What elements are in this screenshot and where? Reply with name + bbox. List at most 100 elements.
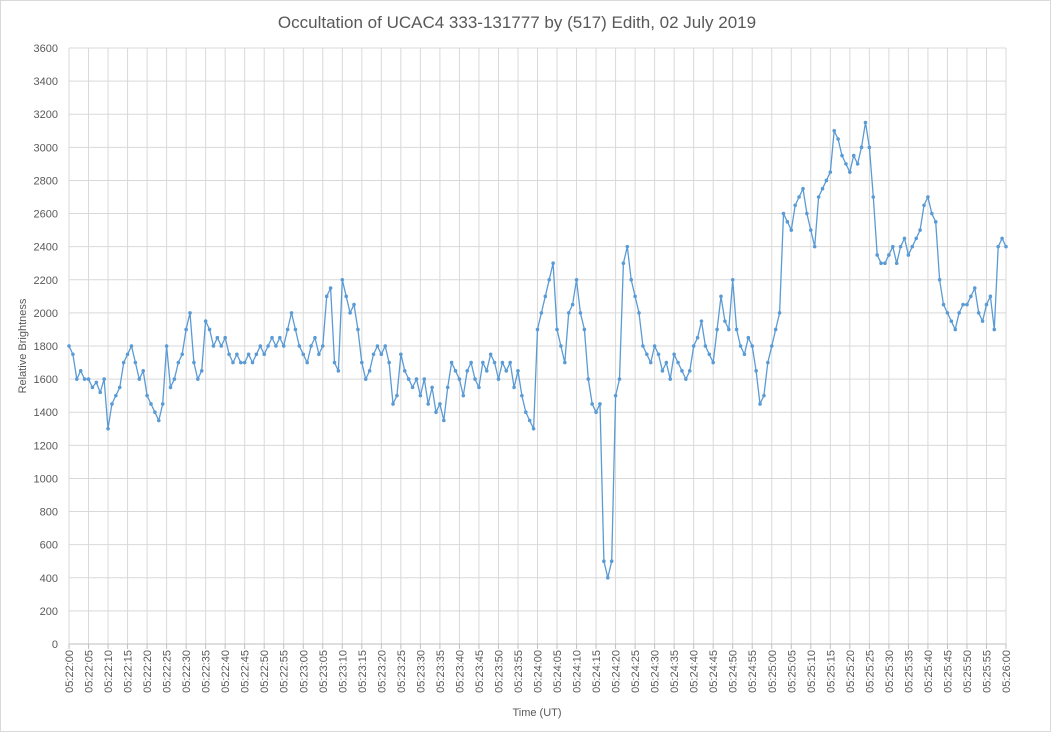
x-tick-label: 05:23:55	[513, 650, 525, 693]
data-point	[254, 352, 259, 357]
data-point	[184, 327, 188, 332]
x-tick-label: 05:24:35	[669, 650, 681, 693]
data-point	[605, 575, 610, 580]
data-point	[820, 186, 825, 191]
data-point	[871, 195, 876, 199]
x-tick-label: 05:25:50	[962, 650, 974, 693]
data-point	[399, 352, 403, 357]
data-point	[414, 377, 419, 381]
data-point	[621, 261, 626, 266]
data-point	[356, 327, 360, 332]
data-point	[828, 170, 833, 174]
data-point	[563, 360, 567, 365]
data-point	[379, 352, 384, 357]
x-tick-label: 05:23:10	[337, 650, 349, 693]
data-point	[129, 344, 134, 348]
data-point	[434, 410, 438, 415]
data-point	[82, 377, 87, 381]
data-point	[894, 261, 899, 266]
data-point	[110, 402, 114, 406]
data-point	[910, 244, 915, 249]
data-point	[832, 128, 837, 133]
y-tick-label: 3400	[34, 76, 58, 88]
data-point	[258, 344, 263, 348]
data-point	[629, 277, 633, 282]
data-point	[457, 377, 462, 381]
y-tick-label: 1200	[34, 440, 58, 452]
data-point	[484, 369, 489, 373]
data-point	[406, 377, 411, 381]
x-tick-label: 05:25:45	[942, 650, 954, 693]
y-tick-label: 2400	[34, 242, 58, 254]
data-point	[645, 352, 649, 357]
x-tick-label: 05:23:20	[376, 650, 388, 693]
x-tick-label: 05:22:05	[84, 650, 96, 693]
y-tick-label: 400	[40, 573, 58, 585]
y-tick-label: 1600	[34, 374, 58, 386]
data-point	[531, 426, 536, 431]
data-point	[769, 344, 774, 348]
data-point	[551, 261, 555, 266]
data-point	[481, 360, 485, 365]
data-point	[680, 369, 684, 373]
data-point	[317, 352, 321, 357]
data-point	[668, 377, 673, 381]
data-point	[672, 352, 676, 357]
data-point	[598, 402, 602, 406]
data-point	[196, 377, 200, 381]
data-point	[801, 186, 805, 191]
data-point	[293, 327, 298, 332]
data-point	[211, 344, 216, 348]
x-tick-label: 05:24:20	[611, 650, 623, 693]
data-point	[902, 236, 907, 241]
data-point	[430, 385, 434, 390]
data-point	[754, 369, 758, 373]
y-tick-label: 3000	[34, 142, 58, 154]
data-point	[106, 426, 110, 431]
data-point	[543, 294, 548, 299]
x-tick-label: 05:22:50	[259, 650, 271, 693]
x-tick-label: 05:22:30	[181, 650, 193, 693]
data-point	[328, 286, 333, 290]
data-point	[887, 253, 891, 257]
data-point	[777, 311, 782, 315]
data-point	[153, 410, 157, 415]
data-point	[766, 360, 770, 365]
data-point	[172, 377, 177, 381]
data-point	[324, 294, 329, 299]
data-point	[1004, 244, 1008, 249]
data-point	[641, 344, 645, 348]
data-point	[422, 377, 427, 381]
data-point	[906, 253, 911, 257]
y-axis-title: Relative Brightness	[17, 298, 29, 393]
data-point	[402, 369, 407, 373]
data-point	[137, 377, 142, 381]
x-tick-label: 05:23:35	[435, 650, 447, 693]
data-point	[473, 377, 477, 381]
x-tick-label: 05:23:30	[415, 650, 427, 693]
x-tick-label: 05:22:55	[279, 650, 291, 693]
data-point	[418, 393, 423, 398]
data-point	[281, 344, 286, 348]
data-point	[727, 327, 731, 332]
y-tick-label: 1000	[34, 473, 58, 485]
data-point	[98, 390, 103, 395]
data-point	[465, 369, 470, 373]
x-tick-label: 05:22:10	[103, 650, 115, 693]
data-point	[512, 385, 516, 390]
y-tick-label: 200	[40, 606, 58, 618]
data-point	[848, 170, 852, 174]
data-point	[117, 385, 122, 390]
data-point	[781, 211, 786, 216]
data-point	[914, 236, 919, 241]
data-point	[758, 402, 762, 406]
data-point	[637, 311, 641, 315]
x-tick-label: 05:22:00	[64, 650, 76, 693]
data-point	[976, 311, 981, 315]
data-point	[691, 344, 696, 348]
data-point	[898, 244, 903, 249]
x-tick-label: 05:24:10	[572, 650, 584, 693]
y-tick-label: 0	[52, 639, 58, 651]
data-point	[836, 137, 840, 141]
data-point	[750, 344, 755, 348]
